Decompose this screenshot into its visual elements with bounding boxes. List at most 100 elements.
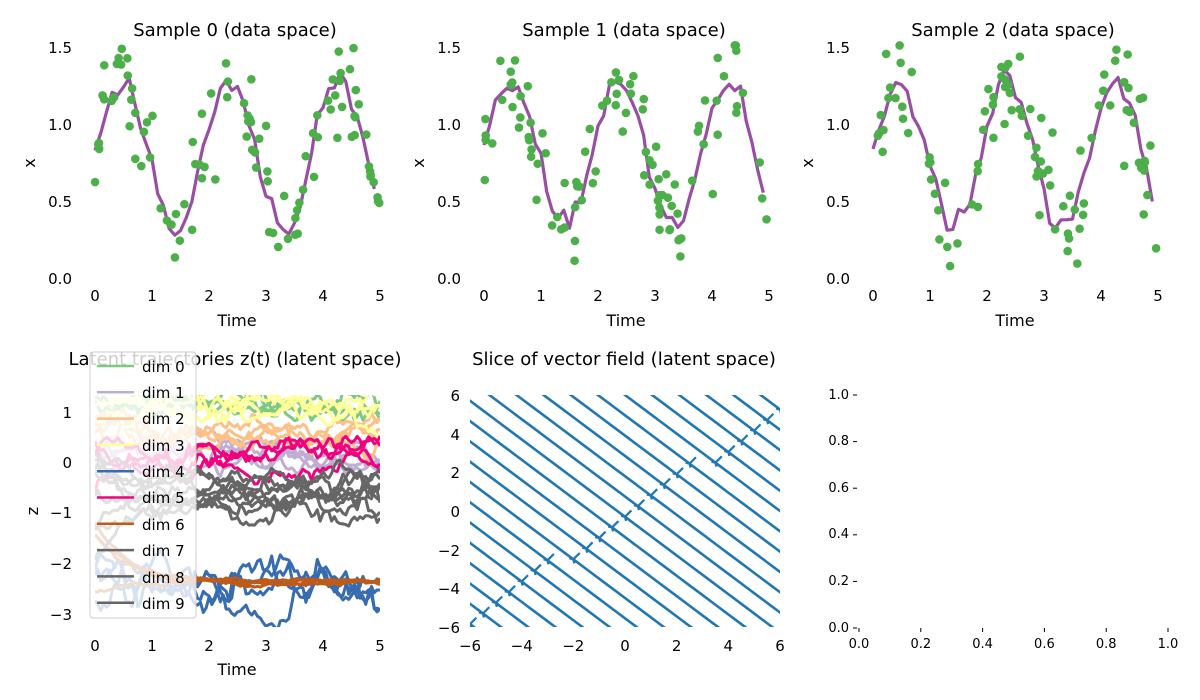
legend-items: dim 0 dim 1 dim 2 dim 3 dim 4 dim 5 dim … [97, 358, 185, 613]
data-point [200, 162, 209, 172]
data-point [570, 202, 580, 212]
panel-latent-trajectories: Latent trajectories z(t) (latent space) … [23, 349, 401, 679]
data-point [180, 199, 189, 209]
y-axis-label: x [798, 158, 817, 167]
data-point [940, 178, 950, 188]
data-point [1065, 191, 1075, 201]
y-tick-label: 0.0 [48, 270, 72, 288]
flow-arrow [724, 444, 736, 457]
flow-arrow [633, 499, 646, 511]
x-tick-label: 3 [650, 287, 660, 305]
data-point [607, 77, 616, 87]
data-point [1087, 133, 1096, 143]
data-point [989, 92, 998, 102]
data-point [1135, 94, 1145, 104]
x-tick-label: 2 [982, 287, 992, 305]
plot-area [480, 41, 771, 266]
data-point [369, 177, 379, 187]
y-tick-label: 0.2 [828, 574, 849, 589]
x-tick-label: 1 [147, 637, 157, 655]
data-point [1123, 50, 1132, 59]
y-tick-label: −6 [438, 619, 460, 637]
data-point [687, 176, 697, 185]
data-point [131, 108, 140, 118]
data-point [897, 102, 907, 111]
y-tick-label: 0.5 [437, 193, 461, 211]
x-tick-label: 1 [536, 287, 546, 305]
streamline [622, 395, 780, 513]
data-point [349, 43, 358, 53]
x-tick-label: 5 [375, 287, 385, 305]
data-point [585, 124, 595, 134]
data-point [538, 129, 547, 138]
data-point [655, 210, 664, 219]
data-point [345, 64, 355, 74]
data-point [335, 76, 345, 86]
data-point [732, 101, 742, 111]
data-point [988, 100, 998, 109]
data-point [1079, 199, 1089, 208]
data-point [1044, 165, 1053, 175]
x-tick-label: 3 [261, 637, 271, 655]
y-tick-label: 2 [450, 464, 460, 482]
data-point [1124, 83, 1133, 93]
data-point [261, 121, 271, 131]
data-point [1025, 104, 1035, 114]
data-point [1146, 141, 1155, 150]
data-point [699, 139, 708, 149]
data-point [1075, 224, 1084, 234]
data-point [532, 195, 541, 205]
x-ticks: 0 1 2 3 4 5 [868, 287, 1163, 305]
flow-arrow [646, 488, 658, 500]
legend: dim 0 dim 1 dim 2 dim 3 dim 4 dim 5 dim … [89, 351, 197, 619]
plot-area [871, 41, 1161, 271]
data-point [481, 131, 491, 140]
data-point [301, 151, 311, 161]
data-point [350, 112, 360, 122]
data-point [506, 80, 516, 90]
data-point [732, 108, 741, 118]
data-point [295, 198, 304, 207]
legend-label: dim 9 [142, 595, 185, 613]
y-tick-label: 1.5 [437, 39, 461, 57]
x-tick-label: 0 [90, 287, 100, 305]
data-point [514, 123, 524, 132]
x-ticks: −6 −4 −2 0 2 4 6 [459, 637, 785, 655]
data-point [980, 107, 990, 116]
data-point [497, 95, 507, 105]
flow-arrow [749, 423, 762, 436]
y-tick-label: −1 [50, 504, 72, 522]
y-tick-label: 1 [62, 404, 72, 422]
data-point [891, 93, 900, 103]
data-point [481, 114, 490, 124]
data-point [651, 142, 661, 151]
data-point [547, 221, 557, 230]
x-tick-label: −2 [562, 637, 584, 655]
data-point [757, 194, 767, 203]
data-point [336, 68, 345, 78]
data-point [197, 173, 207, 183]
data-point [117, 44, 127, 54]
data-point [556, 225, 566, 234]
x-tick-label: 0.6 [1034, 637, 1055, 652]
data-point [526, 152, 536, 162]
data-point [639, 94, 649, 104]
data-point [629, 71, 638, 81]
data-point [131, 154, 140, 164]
data-point [510, 56, 520, 65]
data-point [291, 213, 300, 223]
data-point [755, 158, 765, 167]
data-point [978, 125, 988, 135]
data-point [885, 83, 895, 92]
flow-arrow [659, 477, 671, 490]
data-point [112, 59, 122, 69]
data-point [655, 203, 664, 212]
data-point [1094, 101, 1104, 110]
streamline [470, 419, 748, 627]
data-point [263, 167, 272, 176]
data-point [127, 95, 136, 104]
data-point [298, 185, 308, 194]
data-point [626, 89, 636, 98]
legend-label: dim 0 [142, 358, 185, 376]
